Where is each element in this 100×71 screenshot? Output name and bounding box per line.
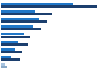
Bar [0,33,24,35]
Bar [0,25,32,28]
Bar [0,18,39,20]
Bar [0,63,5,66]
Bar [0,3,73,5]
Bar [0,56,11,58]
Bar [0,36,30,38]
Bar [0,51,22,53]
Bar [0,5,97,8]
Bar [0,13,52,15]
Bar [0,28,41,30]
Bar [0,20,48,23]
Bar [0,48,15,51]
Bar [0,66,7,68]
Bar [0,10,35,13]
Bar [0,41,18,43]
Bar [0,43,28,46]
Bar [0,58,20,61]
